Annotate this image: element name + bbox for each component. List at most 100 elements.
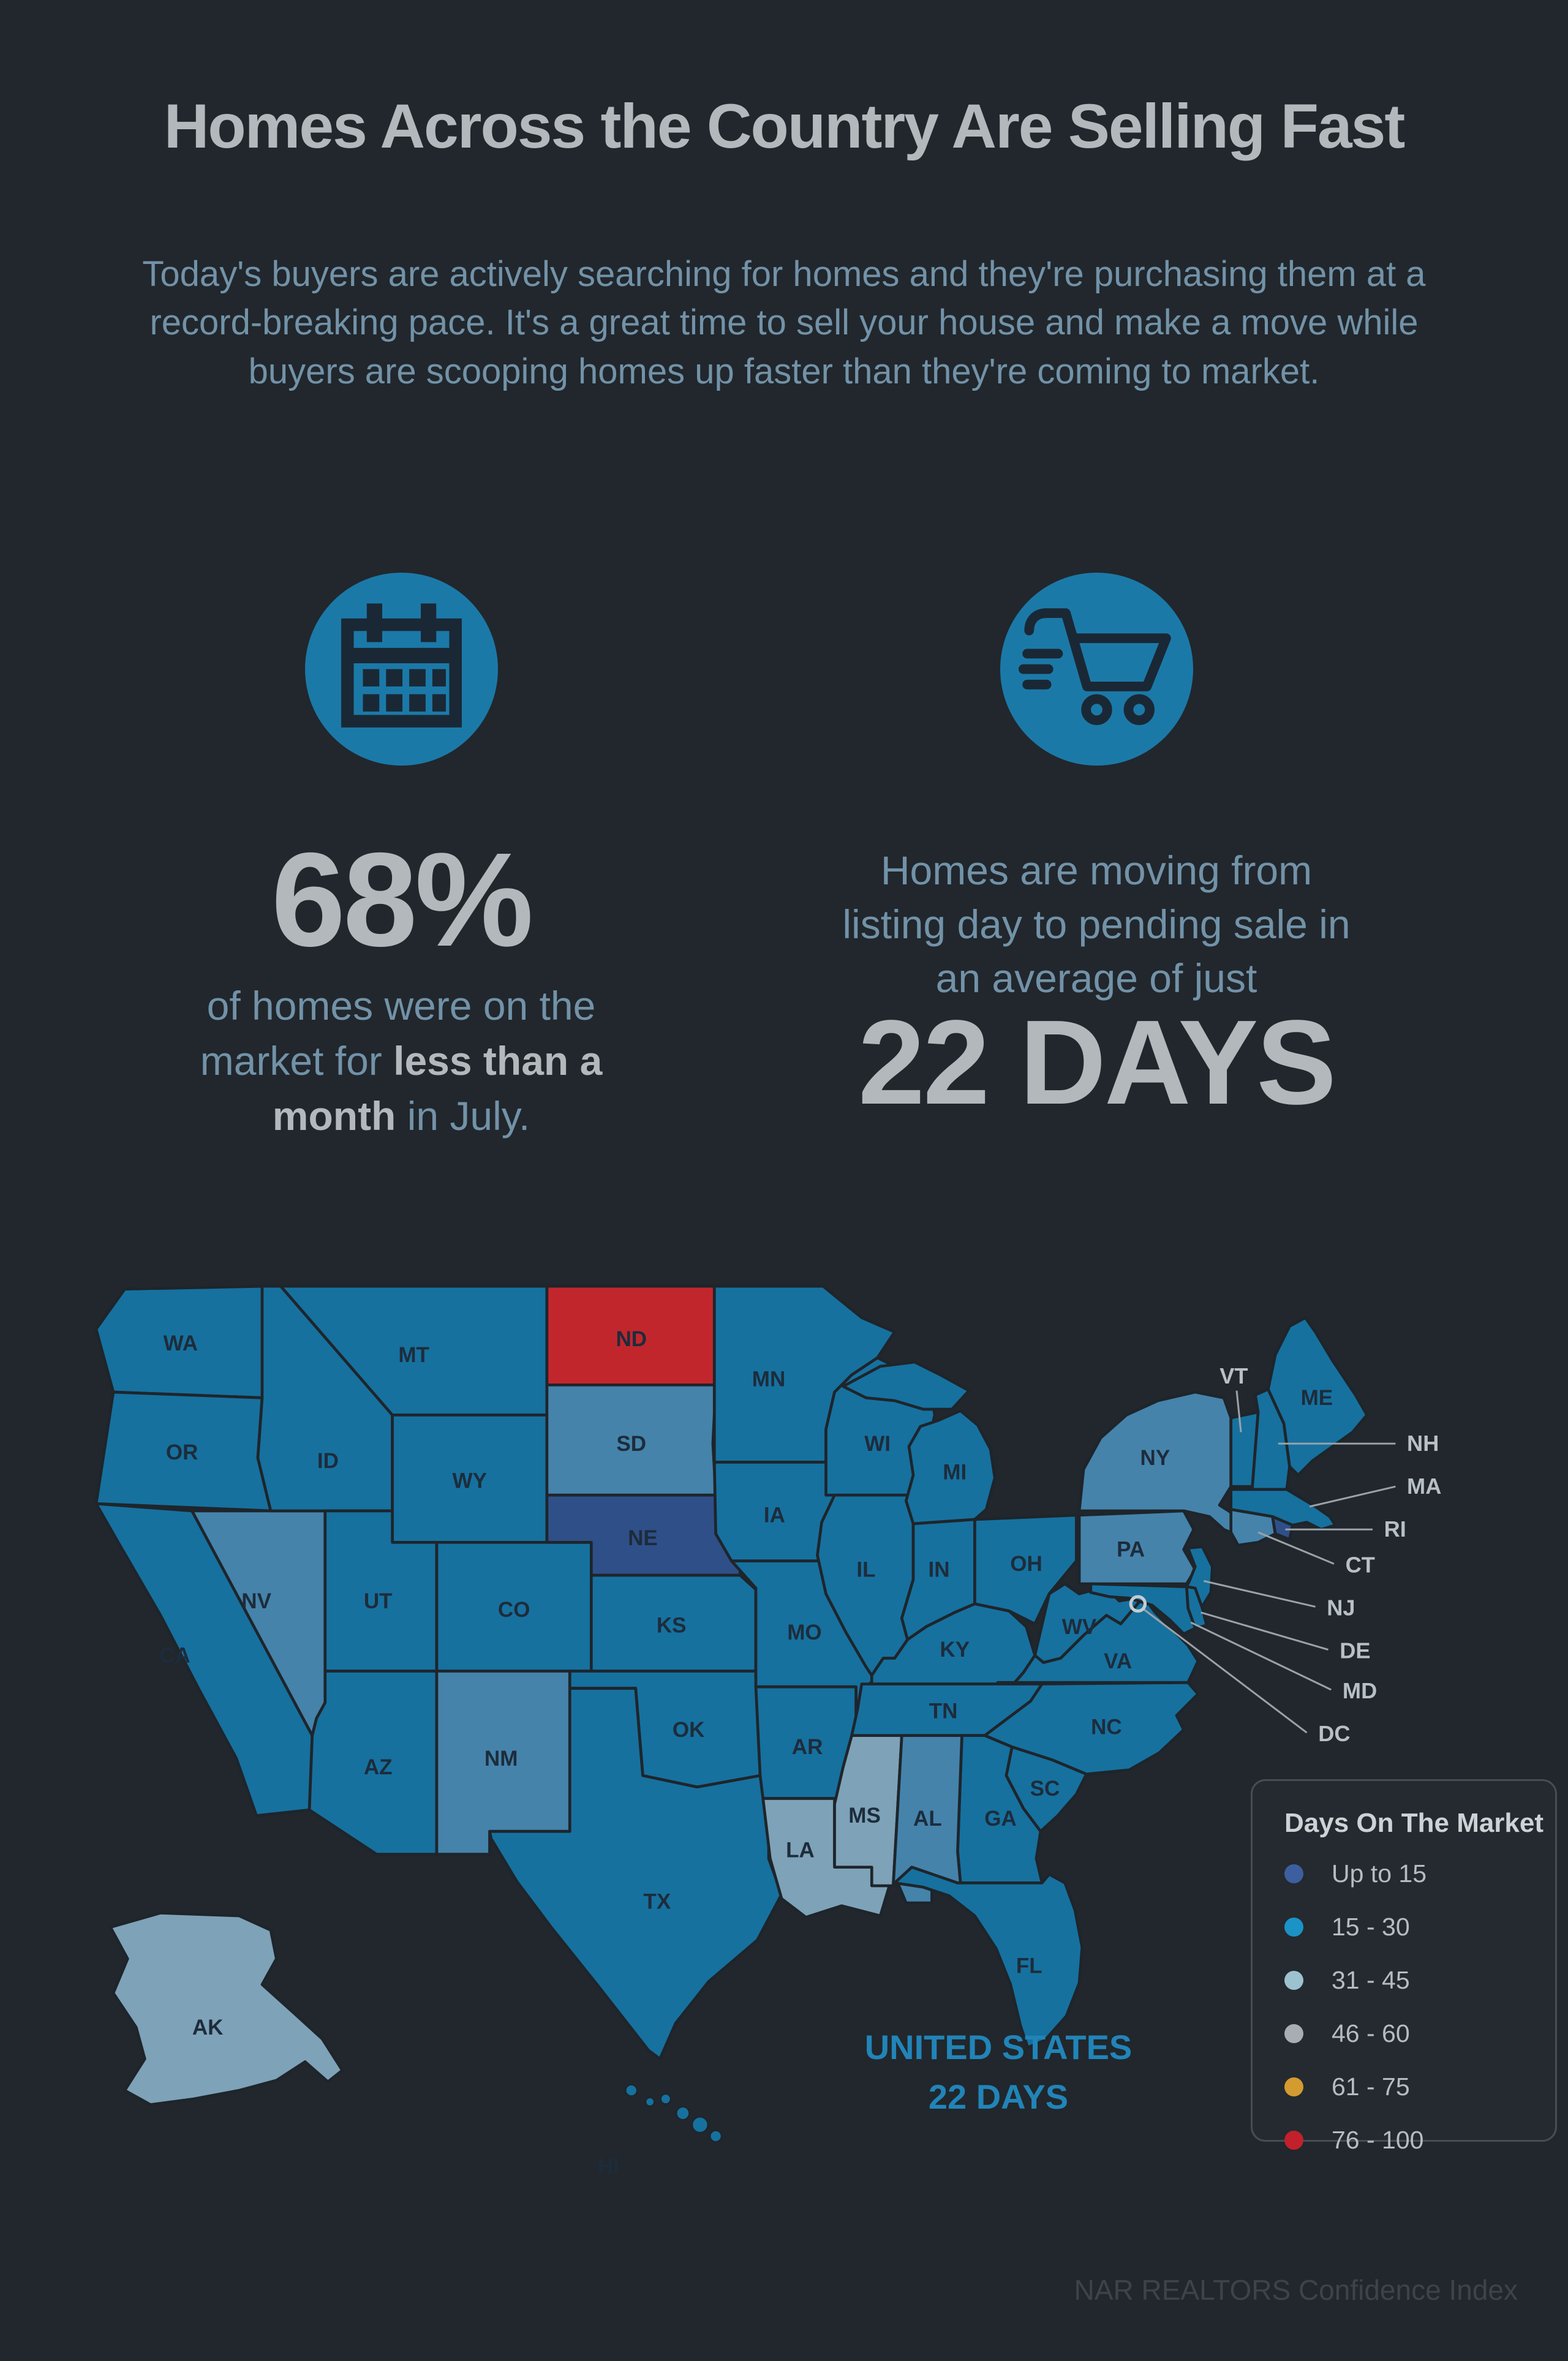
svg-text:OK: OK [673, 1718, 705, 1742]
stat-left-caption: of homes were on the market for less tha… [144, 979, 658, 1143]
svg-text:ME: ME [1301, 1386, 1333, 1410]
state-ak [108, 1911, 344, 2106]
svg-text:AK: AK [192, 2016, 224, 2039]
legend-item: 46 - 60 [1284, 2019, 1555, 2048]
state-labels-layer: WA OR CA NV ID MT WY UT CO AZ NM ND SD N… [159, 1327, 1333, 2178]
svg-text:WY: WY [453, 1469, 487, 1493]
stat-right-caption: Homes are moving from listing day to pen… [842, 848, 1351, 1001]
legend-dot-61-75 [1284, 2077, 1303, 2096]
national-annotation: UNITED STATES 22 DAYS [784, 2022, 1213, 2122]
intro-text: Today's buyers are actively searching fo… [142, 254, 1426, 391]
legend-label: Up to 15 [1332, 1859, 1427, 1888]
state-tx [488, 1687, 783, 2061]
svg-text:CA: CA [159, 1644, 190, 1668]
state-fl [893, 1866, 1084, 2049]
svg-text:NY: NY [1140, 1446, 1170, 1470]
caption-segment-bold: less than a month [272, 1037, 603, 1139]
svg-text:IL: IL [856, 1557, 875, 1581]
state-al [891, 1734, 963, 1905]
state-hi [625, 2084, 723, 2143]
svg-text:NC: NC [1091, 1715, 1122, 1739]
svg-text:SD: SD [616, 1432, 646, 1456]
svg-text:AZ: AZ [364, 1755, 393, 1779]
svg-text:WI: WI [864, 1432, 891, 1456]
legend-dot-76-100 [1284, 2131, 1303, 2150]
svg-text:IN: IN [929, 1557, 950, 1581]
us-map-section: WA OR CA NV ID MT WY UT CO AZ NM ND SD N… [24, 1243, 1470, 2188]
svg-text:LA: LA [786, 1838, 815, 1862]
state-va [996, 1595, 1200, 1685]
calendar-icon [341, 603, 462, 728]
svg-text:VT: VT [1219, 1363, 1248, 1388]
svg-text:GA: GA [984, 1807, 1017, 1831]
svg-text:DE: DE [1340, 1638, 1370, 1663]
state-me [1267, 1316, 1368, 1477]
svg-text:OR: OR [166, 1440, 198, 1464]
legend-item: 31 - 45 [1284, 1966, 1555, 1995]
map-legend: Days On The Market Up to 15 15 - 30 31 -… [1251, 1779, 1557, 2154]
svg-text:MT: MT [398, 1343, 429, 1367]
state-mi-upper [842, 1360, 971, 1411]
svg-text:FL: FL [1016, 1954, 1042, 1978]
leader-lines-layer [1129, 1390, 1396, 1734]
svg-text:MS: MS [848, 1804, 881, 1828]
svg-text:WV: WV [1062, 1615, 1097, 1639]
svg-text:IA: IA [764, 1504, 785, 1527]
shopping-cart-icon [1018, 608, 1171, 725]
svg-text:MI: MI [943, 1461, 967, 1485]
us-choropleth-map: WA OR CA NV ID MT WY UT CO AZ NM ND SD N… [94, 1284, 1441, 2178]
svg-text:TX: TX [643, 1889, 671, 1913]
calendar-icon-badge [305, 573, 498, 766]
legend-title: Days On The Market [1284, 1808, 1544, 1838]
svg-text:PA: PA [1117, 1538, 1145, 1562]
legend-item: 15 - 30 [1284, 1913, 1555, 1941]
svg-text:DC: DC [1318, 1721, 1350, 1746]
svg-text:KS: KS [657, 1613, 687, 1637]
svg-text:RI: RI [1384, 1516, 1406, 1542]
svg-text:AL: AL [913, 1807, 942, 1831]
leader-labels-layer: VT NH MA RI CT NJ DE MD DC [1219, 1363, 1441, 1746]
caption-segment: of homes were on the market for [200, 983, 596, 1083]
stat-68-percent: 68% [271, 826, 533, 974]
svg-text:MD: MD [1343, 1678, 1377, 1703]
state-ct [1229, 1508, 1277, 1547]
source-attribution: NAR REALTORS Confidence Index [1074, 2274, 1518, 2306]
states-layer [94, 1284, 1368, 2143]
svg-text:OH: OH [1010, 1552, 1042, 1576]
annotation-line2: 22 DAYS [928, 2077, 1069, 2117]
svg-text:MA: MA [1407, 1474, 1441, 1499]
svg-text:VA: VA [1104, 1649, 1132, 1673]
legend-label: 15 - 30 [1332, 1913, 1410, 1941]
svg-text:NM: NM [484, 1747, 518, 1771]
svg-text:ND: ND [616, 1327, 647, 1351]
page-title: Homes Across the Country Are Selling Fas… [164, 91, 1406, 161]
legend-dot-15-30 [1284, 1918, 1303, 1937]
svg-text:NH: NH [1407, 1431, 1439, 1456]
svg-text:SC: SC [1030, 1777, 1060, 1801]
legend-label: 61 - 75 [1332, 2073, 1410, 2101]
svg-text:AR: AR [792, 1735, 823, 1759]
dc-marker [1129, 1595, 1147, 1613]
stat-22-days: 22 DAYS [858, 995, 1336, 1129]
svg-text:MO: MO [787, 1621, 821, 1644]
svg-text:CO: CO [498, 1598, 530, 1622]
svg-text:NV: NV [241, 1589, 271, 1613]
legend-item: 76 - 100 [1284, 2126, 1555, 2155]
legend-dot-31-45 [1284, 1971, 1303, 1990]
svg-text:UT: UT [364, 1589, 393, 1613]
annotation-line1: UNITED STATES [864, 2028, 1133, 2066]
svg-text:TN: TN [929, 1700, 958, 1723]
svg-text:ID: ID [317, 1449, 339, 1473]
legend-label: 46 - 60 [1332, 2019, 1410, 2047]
svg-text:KY: KY [940, 1638, 970, 1662]
svg-text:NE: NE [628, 1526, 658, 1550]
svg-text:HI: HI [598, 2155, 619, 2178]
legend-item: Up to 15 [1284, 1859, 1555, 1888]
legend-item: 61 - 75 [1284, 2073, 1555, 2101]
shopping-cart-icon-badge [1000, 573, 1193, 766]
legend-label: 31 - 45 [1332, 1966, 1410, 1994]
svg-text:NJ: NJ [1327, 1595, 1355, 1620]
svg-text:WA: WA [164, 1331, 198, 1355]
state-ny [1077, 1390, 1268, 1540]
